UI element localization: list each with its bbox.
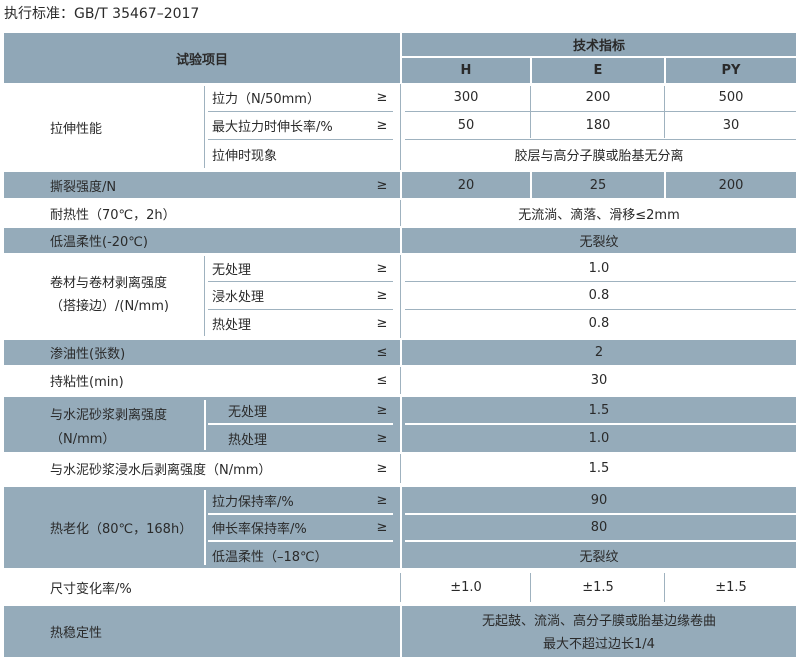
sub-label: 热处理 (228, 433, 268, 448)
sub-label: 拉力保持率/% (212, 494, 294, 510)
value: 无流淌、滴落、滑移≤2mm (518, 207, 680, 223)
header-spec: 技术指标 (572, 39, 625, 54)
value: 80 (590, 520, 608, 535)
value: 最大不超过边长1/4 (543, 637, 655, 652)
sign: ≥ (376, 90, 388, 105)
value: 1.0 (588, 431, 610, 446)
peel-name: 卷材与卷材剥离强度 (50, 275, 168, 291)
value: 200 (718, 177, 744, 193)
value: 1.5 (588, 461, 610, 476)
value: 1.5 (588, 402, 610, 418)
sign: ≥ (376, 402, 388, 418)
sub-label: 无处理 (212, 262, 252, 278)
value: 0.8 (588, 316, 610, 331)
value: 30 (590, 373, 608, 388)
sub-label: 热处理 (212, 318, 252, 333)
sign: ≥ (376, 520, 388, 535)
value: 胶层与高分子膜或胎基无分离 (514, 149, 684, 164)
aging-name: 热老化（80℃，168h） (50, 522, 193, 537)
value: 0.8 (588, 287, 610, 303)
col-e: E (593, 63, 603, 78)
value: 2 (594, 345, 604, 360)
tensile-name: 拉伸性能 (50, 121, 103, 137)
sign: ≥ (376, 260, 388, 276)
value: 无起鼓、流淌、高分子膜或胎基边缘卷曲 (481, 614, 716, 629)
sign: ≥ (376, 492, 388, 508)
value: ±1.0 (450, 580, 482, 595)
sign: ≥ (376, 431, 388, 446)
value: ±1.5 (582, 580, 614, 595)
mortar-name: 与水泥砂浆剥离强度 (50, 407, 168, 423)
heat-name: 耐热性（70℃，2h） (50, 207, 176, 223)
value: 无裂纹 (579, 549, 619, 565)
header-cols-cell (402, 58, 796, 83)
col-h: H (460, 63, 472, 78)
hold-name: 持粘性(min) (50, 375, 124, 390)
col-py: PY (721, 63, 741, 78)
header-spec-cell (402, 33, 796, 56)
value: 无裂纹 (579, 235, 619, 250)
tensile-elong-label: 最大拉力时伸长率/% (212, 119, 333, 135)
sub-label: 低温柔性（–18℃） (212, 549, 328, 565)
sub-label: 伸长率保持率/% (212, 522, 307, 537)
value: 180 (585, 117, 611, 133)
sub-label: 浸水处理 (212, 289, 265, 305)
peel-name-unit: （搭接边）/(N/mm) (50, 298, 169, 314)
oil-name: 渗油性(张数) (50, 347, 126, 362)
mortarwet-name: 与水泥砂浆浸水后剥离强度（N/mm） (50, 463, 272, 478)
lowtemp-name: 低温柔性(-20℃) (50, 235, 148, 250)
sign: ≥ (376, 287, 388, 303)
value: 90 (590, 492, 608, 508)
value: 500 (718, 90, 744, 105)
sign: ≥ (376, 117, 388, 133)
header-item: 试验项目 (175, 52, 228, 68)
sign: ≤ (376, 345, 388, 360)
value: 30 (722, 117, 740, 133)
stab-name: 热稳定性 (50, 626, 103, 641)
sign: ≥ (376, 316, 388, 331)
value: 20 (457, 177, 475, 193)
tensile-phenomenon-label: 拉伸时现象 (212, 149, 278, 164)
dim-name: 尺寸变化率/% (50, 582, 132, 597)
value: ±1.5 (715, 580, 747, 595)
tear-name: 撕裂强度/N (50, 179, 117, 195)
value: 1.0 (588, 260, 610, 276)
sub-label: 无处理 (228, 404, 268, 420)
sign: ≥ (376, 461, 388, 476)
sign: ≤ (376, 373, 388, 388)
standard-label: 执行标准：GB/T 35467–2017 (4, 6, 200, 22)
value: 25 (589, 177, 607, 193)
sign: ≥ (376, 177, 388, 193)
value: 50 (457, 117, 475, 133)
value: 300 (453, 90, 479, 105)
tensile-force-label: 拉力（N/50mm） (212, 92, 320, 107)
mortar-name-unit: （N/mm） (50, 431, 116, 447)
value: 200 (585, 90, 611, 105)
header-item-cell (4, 33, 400, 83)
